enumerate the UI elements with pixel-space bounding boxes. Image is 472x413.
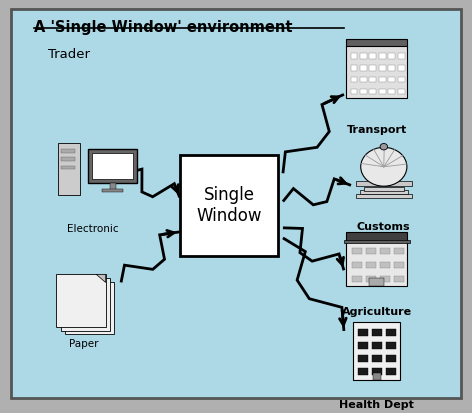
Bar bbox=[110, 183, 116, 190]
Bar bbox=[353, 262, 362, 268]
Bar bbox=[386, 368, 396, 375]
Bar bbox=[372, 368, 382, 375]
Bar bbox=[379, 65, 386, 71]
Bar bbox=[353, 248, 362, 254]
Bar bbox=[346, 45, 407, 98]
Bar bbox=[344, 240, 410, 243]
Bar bbox=[379, 89, 386, 94]
Bar bbox=[355, 181, 412, 186]
Bar bbox=[395, 276, 404, 282]
Bar bbox=[370, 77, 376, 83]
Bar bbox=[360, 89, 367, 94]
Bar bbox=[388, 77, 395, 83]
Bar bbox=[93, 153, 133, 179]
Bar bbox=[346, 232, 407, 241]
Bar bbox=[372, 329, 382, 336]
Bar bbox=[388, 65, 395, 71]
Bar bbox=[360, 190, 408, 195]
Bar bbox=[351, 89, 357, 94]
Bar bbox=[363, 187, 404, 191]
Bar bbox=[398, 89, 405, 94]
Bar bbox=[386, 342, 396, 349]
Bar bbox=[370, 278, 384, 286]
Bar bbox=[370, 65, 376, 71]
Text: Electronic: Electronic bbox=[67, 224, 118, 234]
Bar bbox=[398, 65, 405, 71]
Bar bbox=[395, 248, 404, 254]
Bar bbox=[388, 53, 395, 59]
Text: Transport: Transport bbox=[346, 125, 407, 135]
Bar bbox=[360, 53, 367, 59]
Bar bbox=[346, 242, 407, 286]
Bar bbox=[398, 53, 405, 59]
Bar bbox=[380, 262, 390, 268]
Bar bbox=[380, 276, 390, 282]
Bar bbox=[60, 157, 75, 161]
Circle shape bbox=[380, 143, 388, 150]
Bar bbox=[351, 65, 357, 71]
Ellipse shape bbox=[361, 147, 407, 186]
Bar bbox=[358, 355, 368, 362]
Bar bbox=[351, 53, 357, 59]
Bar bbox=[88, 149, 137, 183]
Bar bbox=[56, 274, 106, 327]
Bar bbox=[370, 53, 376, 59]
Text: Paper: Paper bbox=[69, 339, 98, 349]
Text: Trader: Trader bbox=[48, 48, 90, 61]
Bar bbox=[351, 77, 357, 83]
Bar bbox=[354, 322, 400, 380]
Bar bbox=[379, 53, 386, 59]
Bar bbox=[358, 342, 368, 349]
Text: Health Dept: Health Dept bbox=[339, 401, 414, 411]
Bar bbox=[366, 276, 376, 282]
Bar bbox=[353, 276, 362, 282]
Text: A 'Single Window' environment: A 'Single Window' environment bbox=[34, 19, 293, 35]
Bar bbox=[358, 329, 368, 336]
Bar bbox=[60, 278, 110, 330]
Bar bbox=[366, 262, 376, 268]
Text: Agriculture: Agriculture bbox=[342, 308, 412, 318]
Bar bbox=[360, 65, 367, 71]
Bar bbox=[370, 89, 376, 94]
Bar bbox=[101, 189, 123, 192]
Bar bbox=[360, 77, 367, 83]
Bar bbox=[386, 355, 396, 362]
Text: Single
Window: Single Window bbox=[196, 186, 261, 225]
Bar bbox=[358, 368, 368, 375]
FancyBboxPatch shape bbox=[180, 155, 278, 256]
Bar bbox=[65, 282, 114, 334]
Bar bbox=[388, 89, 395, 94]
FancyBboxPatch shape bbox=[11, 9, 461, 398]
Bar bbox=[60, 166, 75, 169]
Polygon shape bbox=[96, 274, 106, 282]
Bar bbox=[60, 150, 75, 153]
Bar bbox=[398, 77, 405, 83]
Bar bbox=[355, 194, 412, 198]
Text: Customs: Customs bbox=[357, 222, 411, 232]
Bar bbox=[58, 143, 80, 195]
Bar bbox=[379, 77, 386, 83]
Bar bbox=[372, 355, 382, 362]
Bar bbox=[386, 329, 396, 336]
Bar bbox=[366, 248, 376, 254]
Bar bbox=[380, 248, 390, 254]
Bar bbox=[373, 373, 380, 380]
Bar bbox=[395, 262, 404, 268]
Bar bbox=[346, 39, 407, 47]
Bar bbox=[372, 342, 382, 349]
